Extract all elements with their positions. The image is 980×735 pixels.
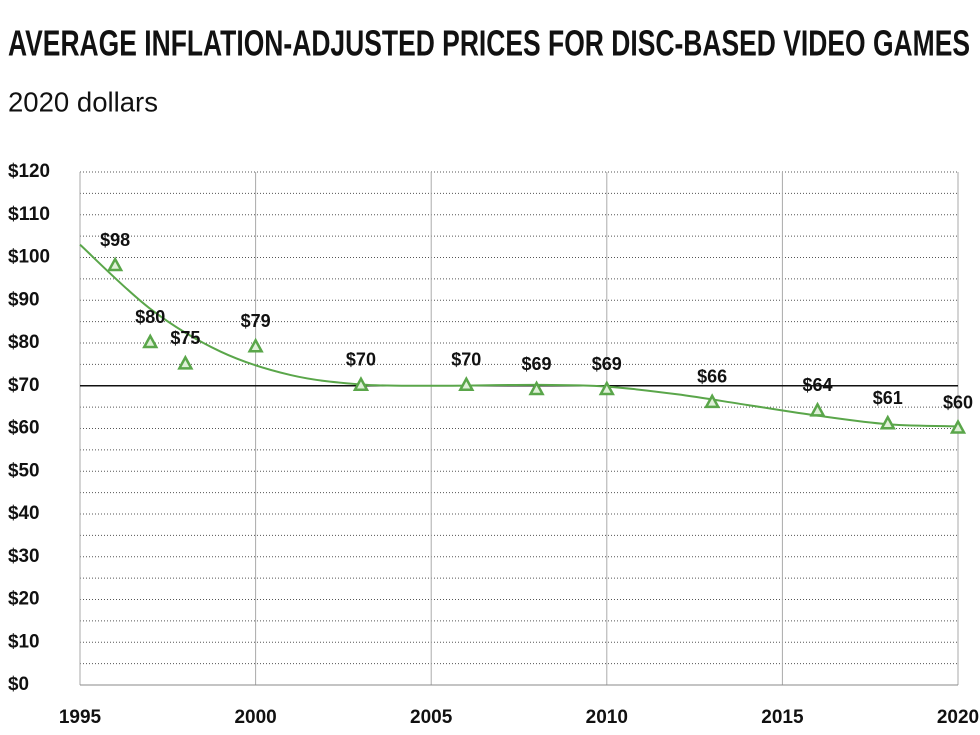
value-label: $98 (100, 230, 130, 250)
x-tick-label: 2020 (937, 707, 979, 728)
y-tick-label: $120 (8, 161, 50, 182)
point (528, 380, 545, 396)
value-label: $69 (522, 354, 552, 374)
x-tick-label: 1995 (59, 707, 102, 728)
point (247, 337, 264, 353)
value-label: $80 (135, 307, 165, 327)
point (458, 376, 475, 391)
y-tick-label: $100 (8, 247, 50, 268)
trendline (79, 243, 959, 428)
y-tick-label: $80 (8, 332, 40, 353)
value-label: $66 (697, 367, 727, 387)
chart-title: AVERAGE INFLATION-ADJUSTED PRICES FOR DI… (8, 23, 970, 64)
y-tick-label: $110 (8, 204, 50, 225)
x-tick-label: 2015 (761, 707, 804, 728)
y-tick-label: $50 (8, 460, 40, 481)
point (879, 414, 896, 430)
y-tick-label: $0 (8, 674, 29, 695)
y-tick-label: $70 (8, 375, 40, 396)
point (352, 376, 370, 391)
point (142, 333, 159, 349)
point (107, 256, 124, 272)
value-label: $75 (170, 328, 200, 348)
value-label: $70 (346, 350, 376, 370)
x-tick-label: 2000 (234, 707, 276, 728)
y-tick-label: $60 (8, 418, 40, 439)
value-label: $64 (802, 375, 832, 395)
point (598, 380, 615, 396)
y-tick-label: $30 (8, 546, 40, 567)
x-tick-label: 2005 (410, 707, 453, 728)
point (809, 401, 826, 417)
value-label: $70 (451, 350, 481, 370)
value-label: $60 (943, 392, 973, 412)
y-tick-label: $10 (8, 631, 40, 652)
y-tick-label: $40 (8, 503, 40, 524)
x-tick-label: 2010 (586, 707, 628, 728)
point (704, 393, 721, 409)
y-tick-label: $90 (8, 289, 40, 310)
y-tick-label: $20 (8, 589, 40, 610)
value-label: $79 (241, 311, 271, 331)
chart-subtitle: 2020 dollars (8, 86, 158, 117)
point (949, 418, 967, 434)
point (177, 354, 194, 370)
value-label: $69 (592, 354, 622, 374)
value-label: $61 (873, 388, 903, 408)
